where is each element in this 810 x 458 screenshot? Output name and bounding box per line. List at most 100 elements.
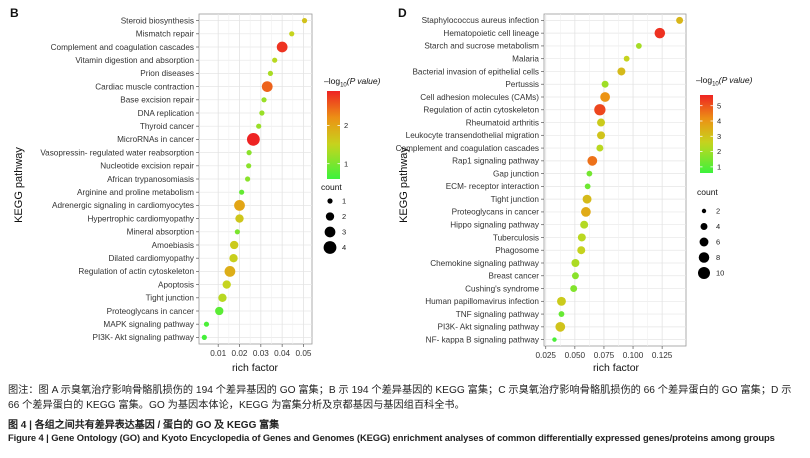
data-point xyxy=(272,57,278,63)
data-point xyxy=(571,272,579,280)
size-legend-title: count xyxy=(697,187,718,197)
data-point xyxy=(246,163,252,169)
x-tick-label: 0.100 xyxy=(623,351,644,360)
plot-area xyxy=(543,13,687,347)
y-tick-label: MicroRNAs in cancer xyxy=(117,135,194,144)
data-point xyxy=(230,240,239,250)
x-tick-label: 0.050 xyxy=(565,351,586,360)
y-tick-label: Tuberculosis xyxy=(493,233,539,242)
data-point xyxy=(617,67,626,76)
color-legend-label: 3 xyxy=(717,132,721,141)
data-point xyxy=(289,31,295,37)
size-legend-label: 4 xyxy=(716,222,720,231)
y-tick-label: Staphylococcus aureus infection xyxy=(422,16,540,25)
x-tick-label: 0.04 xyxy=(274,349,290,358)
y-tick-label: Adrenergic signaling in cardiomyocytes xyxy=(52,201,194,210)
x-tick-label: 0.025 xyxy=(535,351,556,360)
y-tick-label: Leukocyte transendothelial migration xyxy=(406,131,540,140)
figure-canvas: B Steroid biosynthesis Mismatch repair Comp… xyxy=(10,6,753,374)
y-tick-label: Mineral absorption xyxy=(127,228,195,237)
figure-title-en: Figure 4 | Gene Ontology (GO) and Kyoto … xyxy=(8,432,775,443)
data-point xyxy=(597,118,606,127)
color-legend-label: 1 xyxy=(344,159,348,168)
data-point xyxy=(201,334,207,340)
y-tick-label: Dilated cardiomyopathy xyxy=(108,254,194,263)
data-point xyxy=(552,337,557,342)
data-point xyxy=(596,144,604,152)
y-tick-label: Mismatch repair xyxy=(136,30,195,39)
y-tick-label: Hematopoietic cell lineage xyxy=(443,29,539,38)
chart-panel-b: B Steroid biosynthesis Mismatch repair Comp… xyxy=(10,6,381,374)
size-legend-label: 1 xyxy=(342,197,346,206)
y-tick-label: PI3K- Akt signaling pathway xyxy=(93,333,195,342)
color-legend-title: –log10(P value) xyxy=(696,75,753,88)
data-point xyxy=(580,220,589,229)
data-point xyxy=(276,41,288,53)
size-legend-dot xyxy=(325,212,335,221)
panel-letter: D xyxy=(398,6,407,20)
data-point xyxy=(623,55,630,62)
y-tick-label: Steroid biosynthesis xyxy=(121,16,194,25)
y-tick-label: Rheumatoid arthritis xyxy=(466,118,539,127)
y-tick-label: Phagosome xyxy=(495,246,539,255)
color-legend-bar xyxy=(327,91,340,179)
size-legend-dot xyxy=(700,223,708,230)
size-legend-dot xyxy=(698,252,710,263)
data-point xyxy=(581,207,591,217)
data-point xyxy=(259,110,265,116)
y-tick-label: Pertussis xyxy=(505,80,539,89)
x-axis-title: rich factor xyxy=(593,362,640,374)
y-tick-label: Complement and coagulation cascades xyxy=(51,43,194,52)
size-legend-dot xyxy=(698,267,710,279)
color-legend-label: 2 xyxy=(717,147,721,156)
data-point xyxy=(558,311,565,317)
y-tick-label: Bacterial invasion of epithelial cells xyxy=(412,67,539,76)
x-axis-title: rich factor xyxy=(232,362,279,374)
figure-title-cn: 图 4 | 各组之间共有差异表达基因 / 蛋白的 GO 及 KEGG 富集 xyxy=(8,420,280,431)
color-legend-title: –log10(P value) xyxy=(324,76,381,89)
y-tick-label: Arginine and proline metabolism xyxy=(77,188,194,197)
size-legend-dot xyxy=(701,208,707,214)
y-tick-label: Starch and sucrose metabolism xyxy=(424,42,539,51)
data-point xyxy=(261,97,267,103)
y-tick-label: Nucleotide excision repair xyxy=(100,162,194,171)
y-tick-label: Apoptosis xyxy=(158,280,194,289)
y-tick-label: Thyroid cancer xyxy=(140,122,194,131)
y-tick-label: TNF signaling pathway xyxy=(456,310,540,319)
y-tick-label: Human papillomavirus infection xyxy=(425,297,539,306)
y-axis-title: KEGG pathway xyxy=(13,147,25,223)
data-point xyxy=(234,200,245,211)
y-tick-label: PI3K- Akt signaling pathway xyxy=(438,323,540,332)
data-point xyxy=(246,133,260,146)
data-point xyxy=(229,254,238,263)
data-point xyxy=(600,92,610,102)
y-tick-label: Breast cancer xyxy=(488,272,539,281)
data-point xyxy=(218,293,227,302)
y-tick-label: Cardiac muscle contraction xyxy=(95,82,194,91)
size-legend-label: 2 xyxy=(716,207,720,216)
data-point xyxy=(203,321,210,327)
data-point xyxy=(594,104,606,116)
data-point xyxy=(597,131,606,140)
data-point xyxy=(557,296,566,306)
data-point xyxy=(586,170,593,177)
y-axis-title: KEGG pathway xyxy=(398,147,410,223)
y-tick-label: Cell adhesion molecules (CAMs) xyxy=(420,93,539,102)
data-point xyxy=(577,233,586,242)
size-legend-label: 10 xyxy=(716,269,724,278)
color-legend-label: 4 xyxy=(717,117,721,126)
y-tick-label: Rap1 signaling pathway xyxy=(452,157,540,166)
data-point xyxy=(654,27,666,39)
y-tick-label: Tight junction xyxy=(146,294,195,303)
y-tick-label: Amoebiasis xyxy=(152,241,194,250)
y-tick-label: Base excision repair xyxy=(120,96,194,105)
data-point xyxy=(584,183,591,190)
y-tick-label: NF- kappa B signaling pathway xyxy=(426,335,540,344)
data-point xyxy=(577,246,586,255)
data-point xyxy=(235,214,244,223)
size-legend-label: 8 xyxy=(716,253,720,262)
size-legend-dot xyxy=(323,241,337,254)
x-tick-label: 0.02 xyxy=(232,349,248,358)
data-point xyxy=(582,194,592,204)
y-tick-label: Malaria xyxy=(512,54,539,63)
